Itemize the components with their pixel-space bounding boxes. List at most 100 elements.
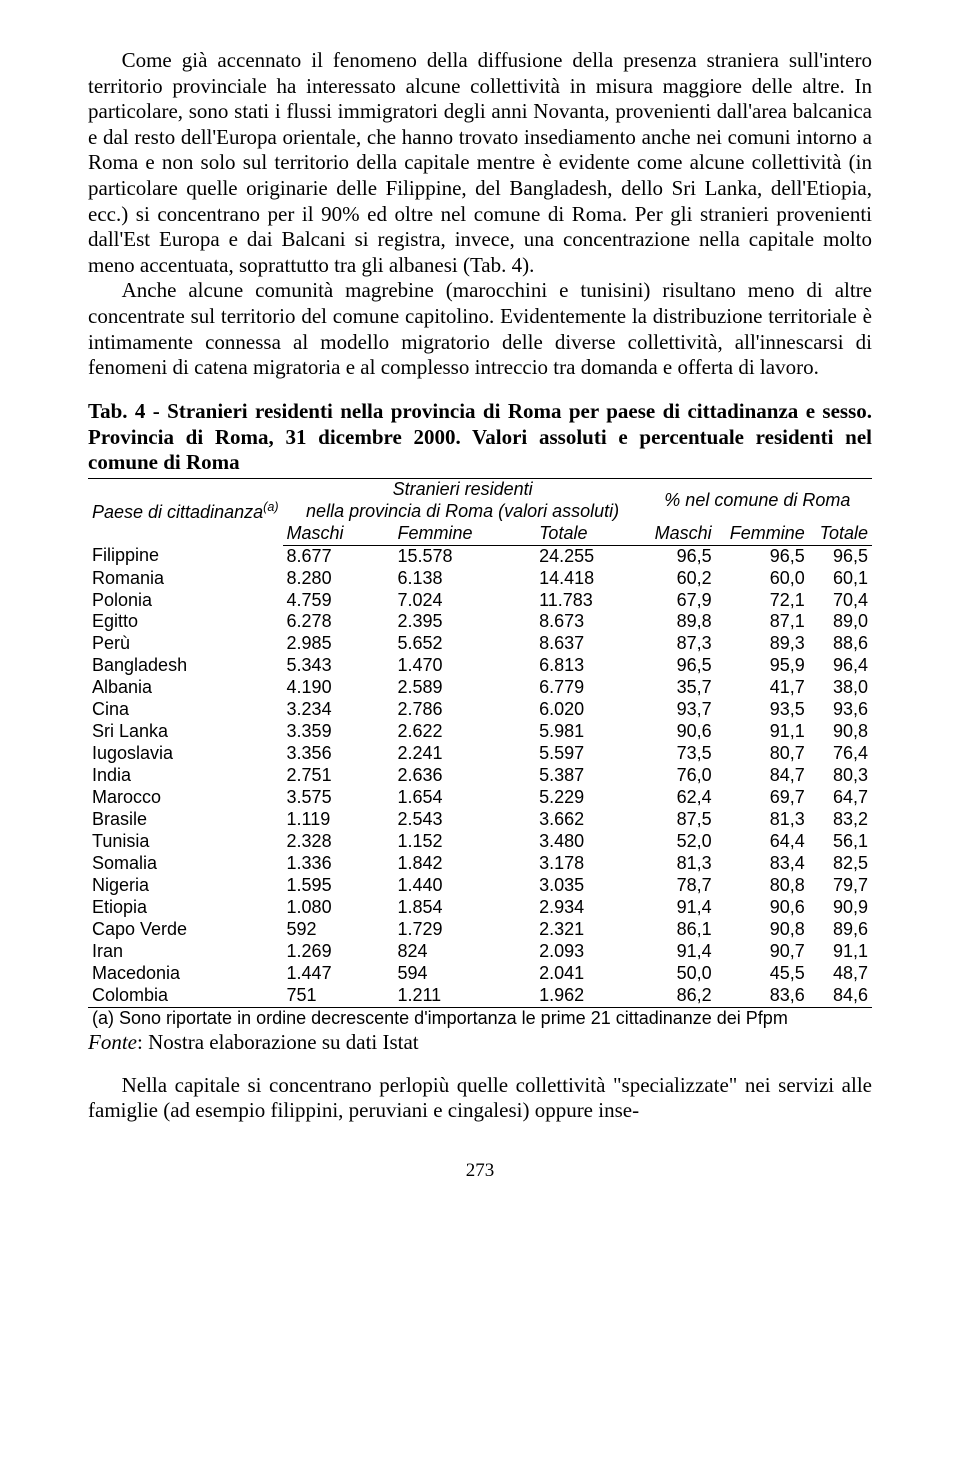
cell-totale-pct: 83,2 [809, 809, 872, 831]
cell-totale-pct: 64,7 [809, 787, 872, 809]
cell-femmine-pct: 80,7 [716, 743, 809, 765]
cell-maschi-pct: 62,4 [643, 787, 716, 809]
table-row: India2.7512.6365.38776,084,780,3 [88, 765, 872, 787]
cell-femmine-abs: 2.786 [393, 699, 535, 721]
cell-femmine-abs: 7.024 [393, 590, 535, 612]
cell-country: Polonia [88, 590, 283, 612]
cell-country: Albania [88, 677, 283, 699]
page-number: 273 [88, 1160, 872, 1182]
table-row: Etiopia1.0801.8542.93491,490,690,9 [88, 897, 872, 919]
cell-totale-abs: 5.229 [535, 787, 643, 809]
cell-country: Romania [88, 568, 283, 590]
cell-country: Filippine [88, 545, 283, 567]
cell-maschi-pct: 87,3 [643, 633, 716, 655]
cell-totale-pct: 48,7 [809, 963, 872, 985]
cell-maschi-pct: 90,6 [643, 721, 716, 743]
cell-femmine-abs: 1.729 [393, 919, 535, 941]
cell-femmine-pct: 41,7 [716, 677, 809, 699]
cell-totale-pct: 76,4 [809, 743, 872, 765]
table-row: Capo Verde5921.7292.32186,190,889,6 [88, 919, 872, 941]
cell-totale-pct: 91,1 [809, 941, 872, 963]
cell-maschi-pct: 93,7 [643, 699, 716, 721]
cell-femmine-pct: 83,4 [716, 853, 809, 875]
cell-femmine-pct: 84,7 [716, 765, 809, 787]
table-row: Romania8.2806.13814.41860,260,060,1 [88, 568, 872, 590]
cell-maschi-abs: 3.359 [283, 721, 394, 743]
cell-femmine-pct: 81,3 [716, 809, 809, 831]
cell-maschi-abs: 1.447 [283, 963, 394, 985]
cell-totale-abs: 3.035 [535, 875, 643, 897]
cell-femmine-abs: 15.578 [393, 545, 535, 567]
paragraph-3: Nella capitale si concentrano perlopiù q… [88, 1073, 872, 1124]
cell-femmine-abs: 2.395 [393, 611, 535, 633]
cell-totale-pct: 96,5 [809, 545, 872, 567]
cell-country: Capo Verde [88, 919, 283, 941]
table-row: Perù2.9855.6528.63787,389,388,6 [88, 633, 872, 655]
cell-femmine-abs: 6.138 [393, 568, 535, 590]
cell-femmine-abs: 2.241 [393, 743, 535, 765]
cell-totale-abs: 3.662 [535, 809, 643, 831]
cell-totale-pct: 93,6 [809, 699, 872, 721]
table-row: Polonia4.7597.02411.78367,972,170,4 [88, 590, 872, 612]
cell-totale-abs: 3.480 [535, 831, 643, 853]
cell-country: Colombia [88, 985, 283, 1007]
cell-femmine-abs: 2.636 [393, 765, 535, 787]
cell-country: Somalia [88, 853, 283, 875]
cell-femmine-pct: 72,1 [716, 590, 809, 612]
cell-femmine-pct: 96,5 [716, 545, 809, 567]
cell-femmine-abs: 1.152 [393, 831, 535, 853]
table-row: Sri Lanka3.3592.6225.98190,691,190,8 [88, 721, 872, 743]
group-header-absolute: Stranieri residenti [283, 478, 643, 500]
cell-femmine-pct: 90,6 [716, 897, 809, 919]
cell-femmine-abs: 5.652 [393, 633, 535, 655]
group-header-percent: % nel comune di Roma [643, 478, 872, 522]
col-maschi-abs: Maschi [283, 523, 394, 545]
table-row: Tunisia2.3281.1523.48052,064,456,1 [88, 831, 872, 853]
cell-country: Brasile [88, 809, 283, 831]
source-text: : Nostra elaborazione su dati Istat [137, 1030, 419, 1054]
table-row: Somalia1.3361.8423.17881,383,482,5 [88, 853, 872, 875]
col-totale-pct: Totale [809, 523, 872, 545]
cell-femmine-pct: 90,7 [716, 941, 809, 963]
cell-totale-abs: 5.597 [535, 743, 643, 765]
cell-maschi-abs: 1.080 [283, 897, 394, 919]
cell-femmine-pct: 69,7 [716, 787, 809, 809]
cell-femmine-pct: 83,6 [716, 985, 809, 1007]
cell-femmine-abs: 594 [393, 963, 535, 985]
row-header-text: Paese di cittadinanza [92, 502, 263, 522]
cell-femmine-abs: 1.440 [393, 875, 535, 897]
table-source: Fonte: Nostra elaborazione su dati Istat [88, 1030, 872, 1055]
cell-totale-pct: 80,3 [809, 765, 872, 787]
cell-country: Perù [88, 633, 283, 655]
cell-totale-pct: 79,7 [809, 875, 872, 897]
cell-femmine-abs: 1.470 [393, 655, 535, 677]
cell-totale-abs: 6.779 [535, 677, 643, 699]
cell-maschi-abs: 8.677 [283, 545, 394, 567]
cell-totale-pct: 82,5 [809, 853, 872, 875]
table-row: Marocco3.5751.6545.22962,469,764,7 [88, 787, 872, 809]
table-body: Filippine8.67715.57824.25596,596,596,5Ro… [88, 545, 872, 1007]
cell-maschi-pct: 86,1 [643, 919, 716, 941]
cell-totale-abs: 6.813 [535, 655, 643, 677]
table-row: Egitto6.2782.3958.67389,887,189,0 [88, 611, 872, 633]
cell-maschi-abs: 2.985 [283, 633, 394, 655]
cell-totale-pct: 84,6 [809, 985, 872, 1007]
table-row: Filippine8.67715.57824.25596,596,596,5 [88, 545, 872, 567]
cell-maschi-pct: 87,5 [643, 809, 716, 831]
page-container: Come già accennato il fenomeno della dif… [0, 0, 960, 1222]
cell-maschi-pct: 89,8 [643, 611, 716, 633]
cell-totale-abs: 2.093 [535, 941, 643, 963]
cell-maschi-abs: 3.356 [283, 743, 394, 765]
cell-totale-pct: 89,6 [809, 919, 872, 941]
table-row: Brasile1.1192.5433.66287,581,383,2 [88, 809, 872, 831]
cell-maschi-abs: 592 [283, 919, 394, 941]
cell-country: Cina [88, 699, 283, 721]
cell-totale-abs: 2.934 [535, 897, 643, 919]
cell-maschi-abs: 4.759 [283, 590, 394, 612]
cell-femmine-pct: 87,1 [716, 611, 809, 633]
cell-maschi-pct: 60,2 [643, 568, 716, 590]
cell-maschi-abs: 4.190 [283, 677, 394, 699]
cell-totale-abs: 11.783 [535, 590, 643, 612]
cell-totale-pct: 60,1 [809, 568, 872, 590]
cell-maschi-abs: 751 [283, 985, 394, 1007]
